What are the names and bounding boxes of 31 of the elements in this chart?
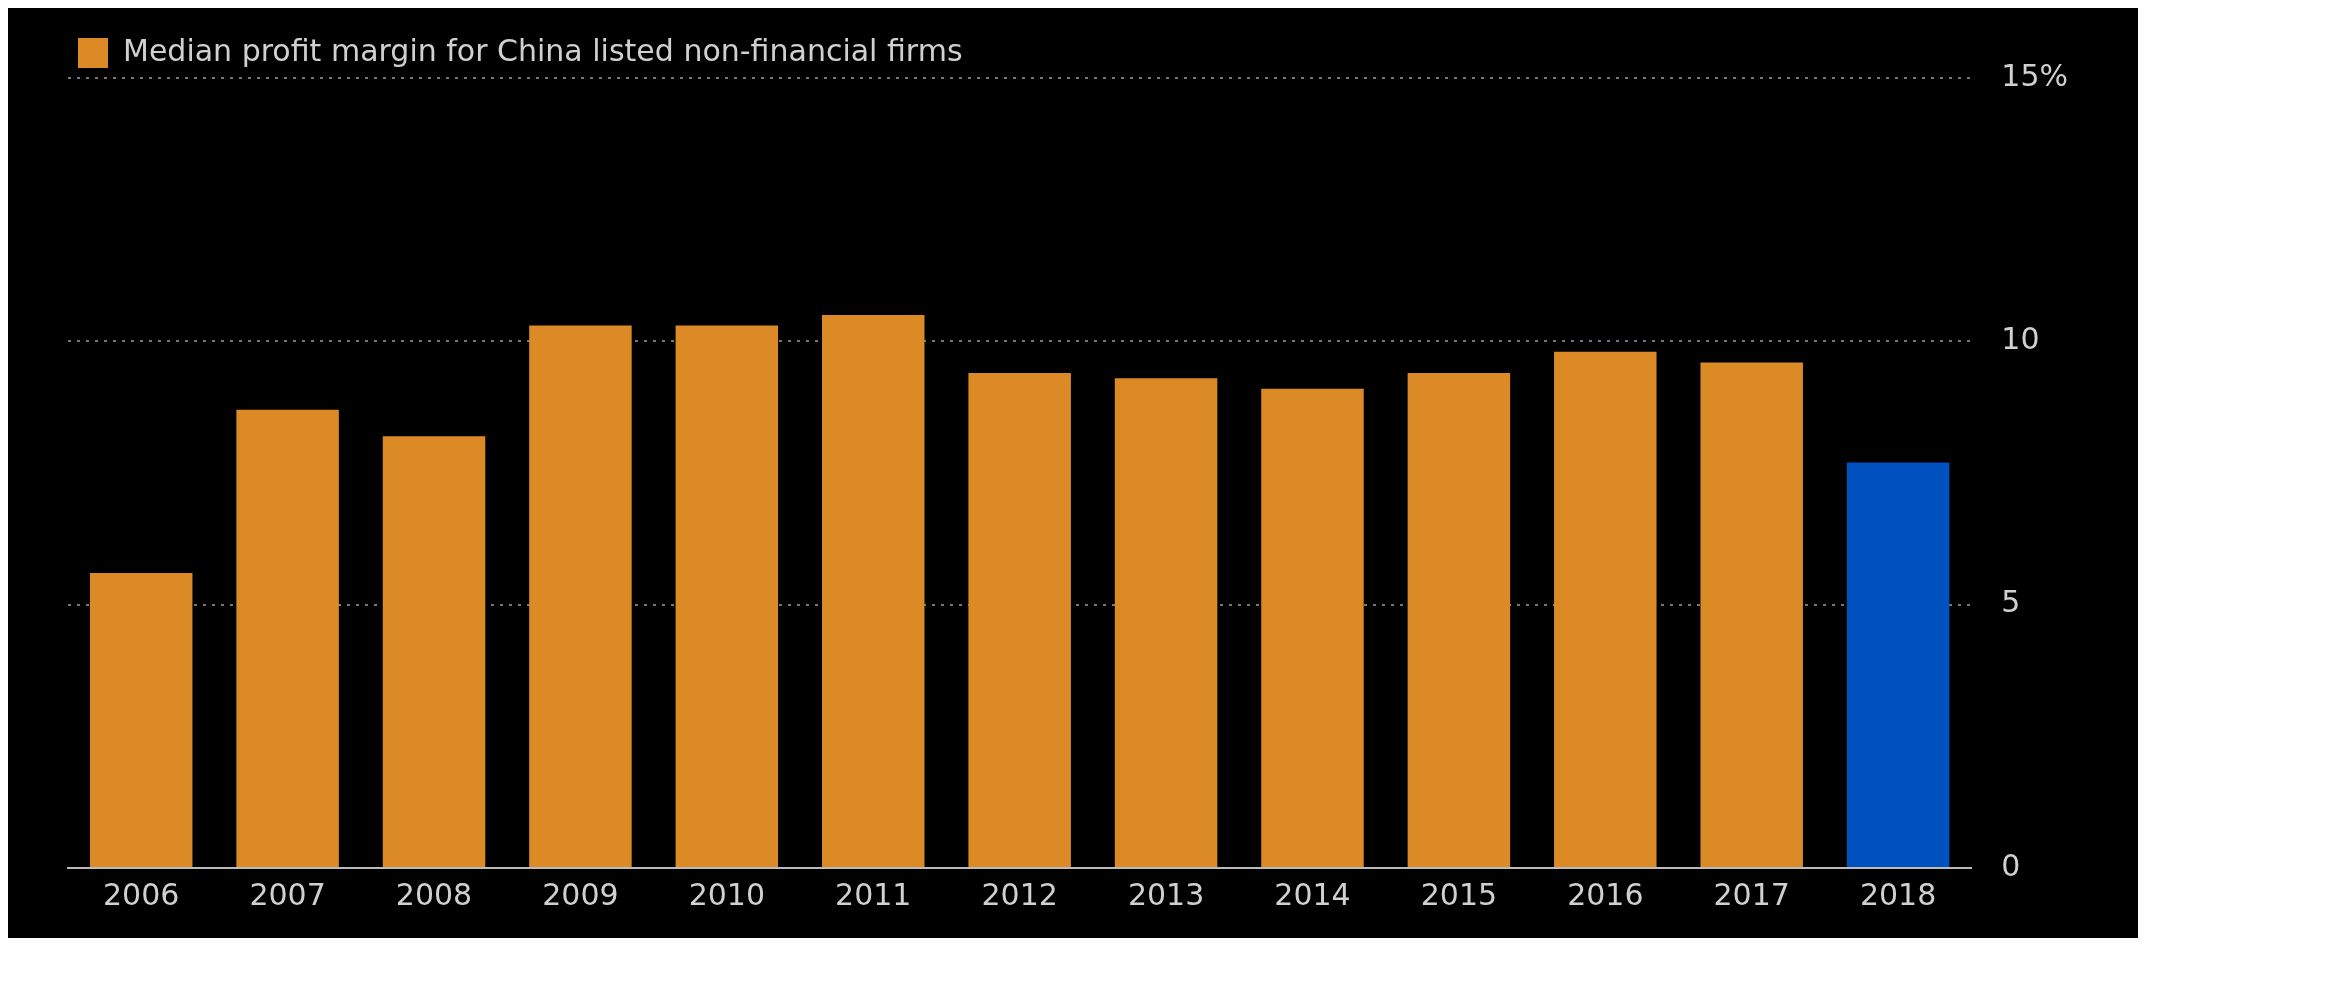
x-tick-label: 2011 (835, 876, 912, 912)
x-tick-label: 2008 (395, 876, 473, 912)
bar (1114, 378, 1218, 867)
bar (1407, 372, 1511, 867)
x-tick-label: 2013 (1127, 876, 1205, 912)
x-tick-label: 2010 (688, 876, 766, 912)
x-tick-label: 2018 (1859, 876, 1937, 912)
legend-label: Median profit margin for China listed non-financial firms (123, 32, 963, 68)
x-tick-label: 2016 (1567, 876, 1644, 912)
x-tick-label: 2012 (981, 876, 1058, 912)
bar (236, 409, 339, 867)
bar (822, 315, 925, 867)
y-tick-label: 15% (2001, 57, 2069, 93)
y-tick-label: 10 (2001, 321, 2040, 357)
x-tick-label: 2007 (249, 876, 326, 912)
bar (382, 436, 486, 867)
x-tick-label: 2009 (542, 876, 619, 912)
bar (968, 372, 1071, 867)
bar (529, 325, 632, 867)
y-tick-label: 0 (2001, 847, 2021, 883)
bar (1261, 388, 1364, 867)
x-tick-label: 2017 (1713, 876, 1790, 912)
y-tick-label: 5 (2001, 584, 2021, 620)
x-tick-label: 2014 (1274, 876, 1351, 912)
bar (675, 325, 779, 867)
bar (1846, 462, 1950, 867)
x-tick-label: 2015 (1420, 876, 1498, 912)
bar (1700, 362, 1803, 867)
bar (1554, 351, 1657, 867)
x-tick-label: 2006 (103, 876, 180, 912)
bar (89, 573, 193, 867)
